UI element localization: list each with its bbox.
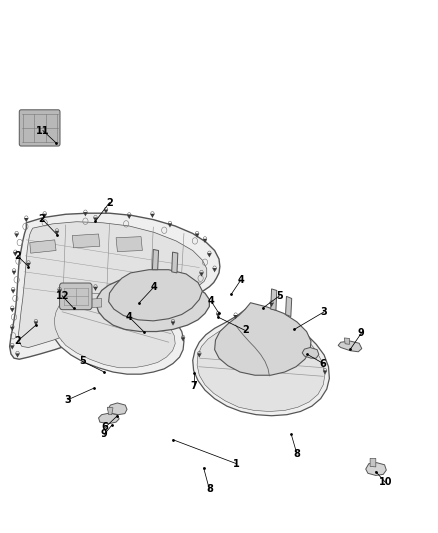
Text: 2: 2 <box>38 214 45 223</box>
Polygon shape <box>34 321 38 326</box>
Text: 9: 9 <box>358 328 365 338</box>
Text: 5: 5 <box>79 357 86 366</box>
Polygon shape <box>323 370 327 375</box>
Text: 2: 2 <box>14 251 21 261</box>
FancyBboxPatch shape <box>19 110 60 146</box>
Polygon shape <box>150 214 155 218</box>
Polygon shape <box>10 308 14 312</box>
FancyBboxPatch shape <box>60 283 92 310</box>
Polygon shape <box>171 321 175 326</box>
Polygon shape <box>93 287 98 291</box>
Polygon shape <box>338 341 362 352</box>
Polygon shape <box>197 353 201 358</box>
Text: 8: 8 <box>293 449 300 459</box>
Polygon shape <box>302 348 319 358</box>
Polygon shape <box>42 214 47 218</box>
Polygon shape <box>344 338 350 344</box>
Text: 3: 3 <box>64 395 71 405</box>
Polygon shape <box>199 272 204 277</box>
Polygon shape <box>93 217 98 222</box>
Polygon shape <box>108 403 127 415</box>
Polygon shape <box>54 293 175 368</box>
Polygon shape <box>13 252 18 256</box>
Polygon shape <box>216 313 220 318</box>
Polygon shape <box>370 458 376 467</box>
Polygon shape <box>15 353 20 358</box>
Polygon shape <box>107 407 113 415</box>
Polygon shape <box>116 237 142 252</box>
Polygon shape <box>366 463 386 475</box>
Polygon shape <box>82 298 102 308</box>
Text: 11: 11 <box>36 126 49 135</box>
Text: 2: 2 <box>14 336 21 346</box>
Polygon shape <box>168 223 172 228</box>
Text: 9: 9 <box>101 430 108 439</box>
Polygon shape <box>215 303 311 375</box>
Polygon shape <box>251 316 269 329</box>
Polygon shape <box>127 215 131 219</box>
Polygon shape <box>26 263 31 267</box>
Polygon shape <box>12 271 16 275</box>
Text: 7: 7 <box>190 382 197 391</box>
Polygon shape <box>181 337 185 342</box>
Text: 6: 6 <box>320 359 327 368</box>
Polygon shape <box>172 252 178 273</box>
Polygon shape <box>96 276 209 332</box>
Polygon shape <box>30 240 56 253</box>
Text: 10: 10 <box>379 478 392 487</box>
Text: 4: 4 <box>237 275 244 285</box>
Polygon shape <box>72 234 100 248</box>
Polygon shape <box>57 289 62 294</box>
Text: 4: 4 <box>126 312 133 322</box>
Polygon shape <box>152 249 159 270</box>
Polygon shape <box>99 413 119 424</box>
Polygon shape <box>271 289 277 310</box>
Text: 12: 12 <box>56 291 69 301</box>
Polygon shape <box>11 289 15 294</box>
Text: 3: 3 <box>321 307 328 317</box>
Text: 6: 6 <box>102 423 109 432</box>
Polygon shape <box>269 303 274 307</box>
Polygon shape <box>207 253 212 257</box>
Polygon shape <box>212 268 217 272</box>
Polygon shape <box>195 233 199 238</box>
Text: 2: 2 <box>106 198 113 207</box>
Polygon shape <box>282 326 299 344</box>
Text: 1: 1 <box>233 459 240 469</box>
Polygon shape <box>109 270 202 321</box>
Polygon shape <box>18 222 207 348</box>
Text: 5: 5 <box>276 291 283 301</box>
Polygon shape <box>203 239 207 243</box>
Polygon shape <box>10 345 14 350</box>
Polygon shape <box>286 296 292 317</box>
Text: 4: 4 <box>208 296 215 306</box>
Polygon shape <box>197 309 325 411</box>
Polygon shape <box>24 218 28 222</box>
Polygon shape <box>83 212 88 216</box>
Polygon shape <box>193 305 329 416</box>
Polygon shape <box>233 315 238 319</box>
Polygon shape <box>117 303 136 312</box>
Polygon shape <box>104 209 108 214</box>
Text: 4: 4 <box>151 282 158 292</box>
Polygon shape <box>48 287 184 374</box>
Text: 2: 2 <box>242 326 249 335</box>
Text: 8: 8 <box>206 484 213 494</box>
Polygon shape <box>14 233 19 238</box>
Polygon shape <box>10 213 220 359</box>
Polygon shape <box>55 231 59 235</box>
Polygon shape <box>10 327 14 331</box>
